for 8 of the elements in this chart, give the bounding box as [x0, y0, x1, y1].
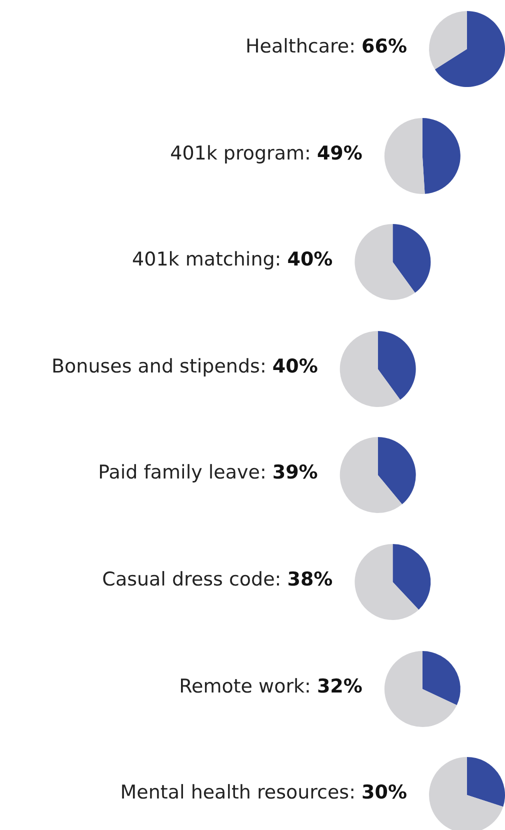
text: Remote work: 32%: [179, 675, 362, 698]
text: Casual dress code: 38%: [102, 568, 333, 590]
text: 401k matching: 40%: [132, 248, 333, 271]
text: Paid family leave: 39%: [98, 462, 318, 484]
text: Healthcare: 66%: [246, 36, 408, 58]
text: 401k program: 49%: [170, 142, 362, 164]
text: Mental health resources: 30%: [120, 782, 408, 804]
text: Bonuses and stipends: 40%: [52, 355, 318, 378]
